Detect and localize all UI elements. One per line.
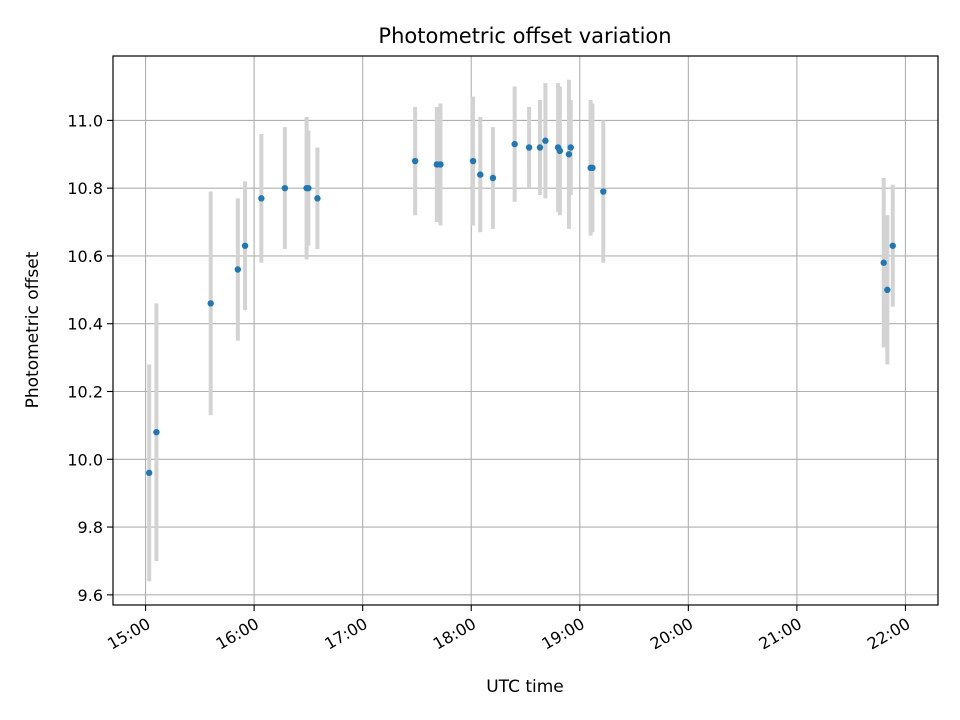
errorbars <box>147 79 895 582</box>
x-tick-label: 19:00 <box>538 614 587 654</box>
data-point <box>489 174 497 182</box>
y-tick-label: 9.8 <box>78 518 103 537</box>
data-point <box>234 266 242 273</box>
data-point <box>525 144 533 151</box>
x-tick-label: 18:00 <box>430 614 479 654</box>
x-tick-label: 21:00 <box>755 614 804 654</box>
data-points <box>145 137 896 477</box>
data-point <box>567 144 574 151</box>
data-point <box>258 195 265 202</box>
data-point <box>241 242 249 249</box>
data-point <box>411 157 419 165</box>
y-tick-label: 10.8 <box>67 179 103 198</box>
data-point <box>565 151 573 158</box>
data-point <box>589 164 596 172</box>
data-point <box>469 157 477 165</box>
x-tick-label: 17:00 <box>321 614 370 654</box>
x-axis: 15:00 16:00 17:00 18:00 19:00 20:00 21:00 22:00 <box>104 605 913 654</box>
data-point <box>477 171 484 178</box>
plot-frame <box>112 55 939 606</box>
data-point <box>536 144 544 151</box>
y-tick-label: 11.0 <box>67 111 103 130</box>
data-point <box>207 300 214 307</box>
x-tick-label: 15:00 <box>104 614 153 654</box>
y-tick-label: 10.0 <box>67 450 103 469</box>
x-tick-label: 16:00 <box>213 614 262 654</box>
chart-title: Photometric offset variation <box>378 24 671 48</box>
x-tick-label: 22:00 <box>864 614 913 654</box>
data-point <box>437 161 444 168</box>
data-point <box>542 137 549 144</box>
y-tick-label: 9.6 <box>78 586 103 605</box>
y-tick-label: 10.4 <box>67 315 103 334</box>
y-axis: 9.6 9.8 10.0 10.2 10.4 10.6 10.8 11.0 <box>67 111 113 605</box>
x-axis-label: UTC time <box>486 677 564 697</box>
data-point <box>880 259 887 266</box>
y-tick-label: 10.6 <box>67 247 103 266</box>
grid <box>113 56 938 605</box>
y-axis-label: Photometric offset <box>23 251 43 408</box>
data-point <box>884 286 891 294</box>
data-point <box>889 242 896 249</box>
data-point <box>314 195 321 202</box>
data-point <box>145 469 153 477</box>
x-tick-label: 20:00 <box>647 614 696 654</box>
data-point <box>556 147 564 155</box>
data-point <box>511 140 518 148</box>
data-point <box>305 184 312 192</box>
data-point <box>600 188 607 195</box>
data-point <box>153 428 160 436</box>
y-tick-label: 10.2 <box>67 383 103 402</box>
data-point <box>281 184 289 192</box>
